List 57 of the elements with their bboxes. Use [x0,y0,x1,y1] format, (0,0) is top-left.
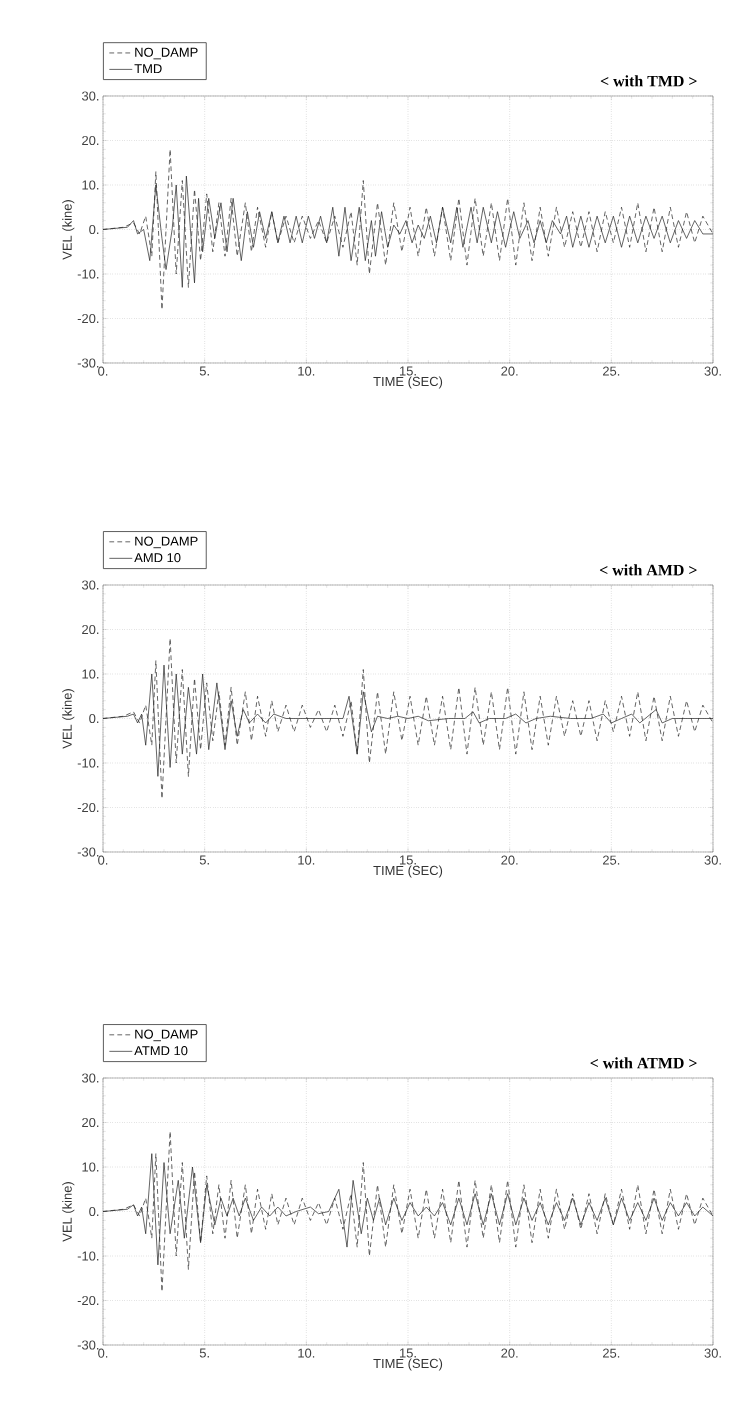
x-tick-label: 30. [704,366,721,376]
y-tick-label: -10. [77,758,99,768]
y-tick-label: -30. [77,358,99,368]
y-tick-label: -20. [77,802,99,813]
x-tick-label: 25. [602,366,620,376]
x-tick-label: 0. [98,855,108,865]
y-tick-label: 0. [89,224,99,235]
y-tick-label: -30. [77,1340,99,1350]
x-tick-label: 15. [399,855,416,865]
x-tick-label: 10. [298,366,315,376]
y-tick-label: 30. [81,1073,99,1083]
y-tick-label: -20. [77,313,99,324]
legend-label: NO_DAMP [135,1029,198,1042]
y-axis-title: VEL (kine) [62,1182,75,1242]
y-tick-label: 10. [82,180,99,190]
x-axis-title: TIME (SEC) [373,1358,443,1371]
y-axis-title: VEL (kine) [62,200,75,260]
x-tick-label: 10. [298,1348,315,1358]
legend-label: NO_DAMP [135,47,198,60]
x-axis-title: TIME (SEC) [373,376,443,389]
y-tick-label: 30. [81,580,99,590]
y-axis-title: VEL (kine) [62,689,75,749]
x-tick-label: 15. [399,1348,416,1358]
x-tick-label: 30. [704,1348,721,1358]
x-tick-label: 0. [98,366,108,376]
x-tick-label: 25. [602,1348,620,1358]
y-tick-label: 20. [82,1117,99,1128]
x-tick-label: 20. [501,1348,518,1358]
x-tick-label: 0. [98,1348,108,1358]
y-tick-label: 0. [89,1206,99,1217]
y-tick-label: 30. [81,91,99,101]
x-tick-label: 30. [704,855,721,865]
chart-title: < with TMD > [600,75,697,87]
x-tick-label: 5. [199,366,209,376]
legend-label: ATMD 10 [134,1046,188,1056]
y-tick-label: -10. [77,1251,99,1261]
x-tick-label: 25. [602,855,620,865]
chart-title: < with AMD > [599,564,697,576]
x-tick-label: 10. [298,855,315,865]
y-tick-label: 20. [82,135,99,146]
legend-label: NO_DAMP [135,536,198,549]
x-tick-label: 15. [399,366,416,376]
y-tick-label: 20. [82,624,99,635]
x-tick-label: 20. [501,855,518,865]
y-tick-label: -30. [77,847,99,857]
y-tick-label: -10. [77,269,99,279]
x-axis-title: TIME (SEC) [373,865,443,878]
y-tick-label: 0. [89,713,99,724]
legend-label: TMD [134,64,162,74]
y-tick-label: 10. [82,1162,99,1172]
chart-title: < with ATMD > [590,1057,697,1069]
y-tick-label: -20. [77,1295,99,1306]
x-tick-label: 5. [199,855,209,865]
legend-label: AMD 10 [134,553,181,563]
x-tick-label: 5. [199,1348,209,1358]
x-tick-label: 20. [501,366,518,376]
y-tick-label: 10. [82,669,99,679]
